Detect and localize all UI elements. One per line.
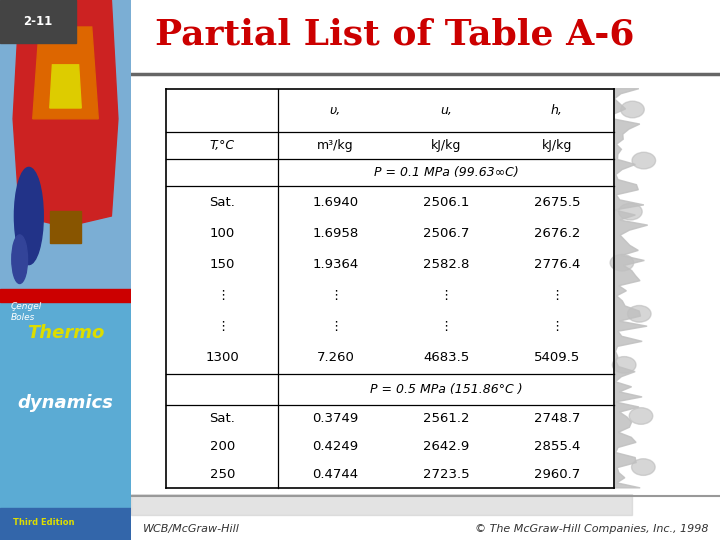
Ellipse shape	[628, 306, 651, 322]
Text: Çengel
Boles: Çengel Boles	[11, 302, 42, 322]
Text: 0.4744: 0.4744	[312, 468, 359, 481]
Text: ⋮: ⋮	[439, 289, 453, 302]
Text: 1300: 1300	[205, 352, 239, 365]
Text: 2506.1: 2506.1	[423, 195, 469, 208]
Bar	[0, 0, 76, 43]
Ellipse shape	[610, 254, 634, 271]
Text: T,°C: T,°C	[210, 139, 235, 152]
Text: 4683.5: 4683.5	[423, 352, 469, 365]
Ellipse shape	[632, 152, 656, 169]
Text: 150: 150	[210, 258, 235, 271]
Polygon shape	[50, 65, 81, 108]
Text: ⋮: ⋮	[329, 320, 342, 333]
Ellipse shape	[629, 408, 653, 424]
Text: kJ/kg: kJ/kg	[431, 139, 462, 152]
Text: Sat.: Sat.	[210, 195, 235, 208]
Text: ⋮: ⋮	[439, 320, 453, 333]
Polygon shape	[33, 27, 98, 119]
Text: WCB/McGraw-Hill: WCB/McGraw-Hill	[143, 523, 240, 534]
Bar	[0, 289, 131, 302]
Text: 250: 250	[210, 468, 235, 481]
Text: dynamics: dynamics	[17, 394, 114, 412]
Bar	[0, 508, 131, 540]
Text: m³/kg: m³/kg	[317, 139, 354, 152]
Text: u,: u,	[440, 104, 452, 117]
Text: 5409.5: 5409.5	[534, 352, 580, 365]
Text: P = 0.1 MPa (99.63∞C): P = 0.1 MPa (99.63∞C)	[374, 166, 518, 179]
Polygon shape	[614, 89, 648, 488]
Text: ⋮: ⋮	[216, 320, 229, 333]
Text: 2960.7: 2960.7	[534, 468, 580, 481]
Text: Thermo: Thermo	[27, 324, 104, 342]
Text: 1.6940: 1.6940	[312, 195, 359, 208]
Bar	[131, 494, 631, 515]
Text: 0.4249: 0.4249	[312, 440, 359, 453]
Text: 0.3749: 0.3749	[312, 412, 359, 425]
Text: P = 0.5 MPa (151.86°C ): P = 0.5 MPa (151.86°C )	[370, 383, 523, 396]
Text: ⋮: ⋮	[550, 289, 564, 302]
Bar	[0, 0, 131, 292]
Ellipse shape	[12, 235, 27, 284]
Ellipse shape	[621, 101, 644, 118]
Text: kJ/kg: kJ/kg	[541, 139, 572, 152]
Ellipse shape	[14, 167, 43, 265]
Text: ⋮: ⋮	[550, 320, 564, 333]
Text: 1.6958: 1.6958	[312, 227, 359, 240]
Text: Third Edition: Third Edition	[13, 518, 75, 527]
Text: 2723.5: 2723.5	[423, 468, 469, 481]
Ellipse shape	[618, 204, 642, 220]
Text: ⋮: ⋮	[329, 289, 342, 302]
Text: Sat.: Sat.	[210, 412, 235, 425]
Bar	[50, 211, 81, 243]
Text: 2776.4: 2776.4	[534, 258, 580, 271]
Bar	[0, 302, 131, 508]
Ellipse shape	[613, 356, 636, 373]
Text: 2675.5: 2675.5	[534, 195, 580, 208]
Text: υ,: υ,	[330, 104, 341, 117]
Ellipse shape	[631, 459, 655, 475]
Text: ⋮: ⋮	[216, 289, 229, 302]
Text: 200: 200	[210, 440, 235, 453]
Text: 2561.2: 2561.2	[423, 412, 469, 425]
Text: h,: h,	[551, 104, 563, 117]
Text: © The McGraw-Hill Companies, Inc., 1998: © The McGraw-Hill Companies, Inc., 1998	[474, 523, 708, 534]
Text: 2582.8: 2582.8	[423, 258, 469, 271]
Text: 2748.7: 2748.7	[534, 412, 580, 425]
Polygon shape	[13, 0, 118, 227]
Text: 7.260: 7.260	[316, 352, 354, 365]
Text: 2-11: 2-11	[23, 15, 53, 28]
Text: 2506.7: 2506.7	[423, 227, 469, 240]
Text: 2855.4: 2855.4	[534, 440, 580, 453]
Text: 2676.2: 2676.2	[534, 227, 580, 240]
Text: 2642.9: 2642.9	[423, 440, 469, 453]
Text: 100: 100	[210, 227, 235, 240]
Text: 1.9364: 1.9364	[312, 258, 359, 271]
Text: Partial List of Table A-6: Partial List of Table A-6	[155, 17, 634, 51]
